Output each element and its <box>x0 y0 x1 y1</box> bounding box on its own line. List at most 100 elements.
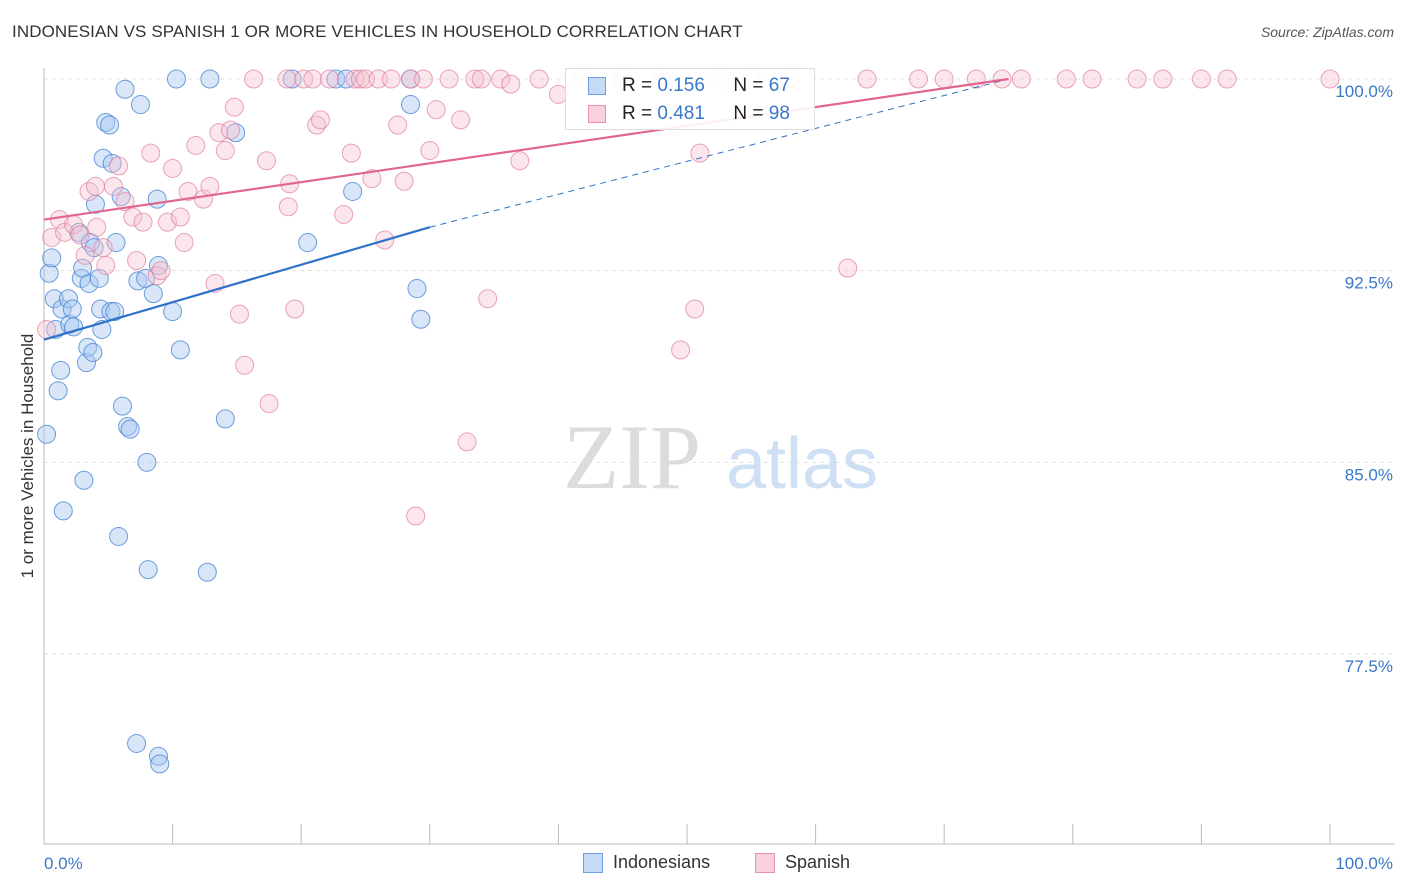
data-point-spanish <box>133 212 153 232</box>
legend-swatch-pink <box>588 105 606 123</box>
data-point-spanish <box>529 69 549 89</box>
trend-line-spanish <box>43 77 1009 221</box>
data-point-spanish <box>362 169 382 189</box>
data-point-spanish <box>141 143 161 163</box>
trend-line-indonesians <box>43 226 431 341</box>
data-point-spanish <box>908 69 928 89</box>
data-point-spanish <box>147 266 167 286</box>
data-point-spanish <box>685 299 705 319</box>
data-point-indonesians <box>150 754 170 774</box>
data-point-spanish <box>1127 69 1147 89</box>
x-tick-label: 0.0% <box>44 854 83 873</box>
data-point-spanish <box>420 141 440 161</box>
data-point-indonesians <box>128 271 148 291</box>
data-point-indonesians <box>215 409 235 429</box>
data-point-indonesians <box>137 452 157 472</box>
data-point-spanish <box>259 394 279 414</box>
data-point-spanish <box>278 197 298 217</box>
data-point-spanish <box>220 120 240 140</box>
tick-labels: 77.5% 85.0% 92.5% 100.0% 0.0% 100.0% <box>44 82 1393 873</box>
watermark: ZIP atlas <box>563 406 878 508</box>
data-point-spanish <box>109 156 129 176</box>
data-point-indonesians <box>197 562 217 582</box>
data-point-indonesians <box>93 148 113 168</box>
x-tick-label: 100.0% <box>1335 854 1393 873</box>
data-point-spanish <box>334 204 354 224</box>
legend-swatch-blue <box>588 77 606 95</box>
data-point-spanish <box>388 115 408 135</box>
data-point-spanish <box>1153 69 1173 89</box>
data-point-spanish <box>426 100 446 120</box>
data-point-spanish <box>170 207 190 227</box>
data-point-spanish <box>37 319 57 339</box>
data-point-indonesians <box>100 115 120 135</box>
data-point-spanish <box>151 261 171 281</box>
data-point-indonesians <box>148 256 168 276</box>
data-point-spanish <box>200 176 220 196</box>
data-point-spanish <box>303 69 323 89</box>
bottom-legend-label: Spanish <box>785 852 851 872</box>
data-point-indonesians <box>130 95 150 115</box>
data-point-spanish <box>501 74 521 94</box>
data-point-indonesians <box>51 360 71 380</box>
data-point-spanish <box>406 506 426 526</box>
bottom-legend-label: Indonesians <box>613 852 711 872</box>
data-point-spanish <box>79 181 99 201</box>
data-point-indonesians <box>48 381 68 401</box>
data-point-spanish <box>229 304 249 324</box>
data-point-spanish <box>256 151 276 171</box>
data-point-indonesians <box>39 263 59 283</box>
y-tick-label: 85.0% <box>1345 465 1393 484</box>
data-point-spanish <box>381 69 401 89</box>
data-point-spanish <box>1056 69 1076 89</box>
data-point-indonesians <box>109 526 129 546</box>
data-point-indonesians <box>106 233 126 253</box>
data-point-spanish <box>471 69 491 89</box>
data-point-indonesians <box>147 189 167 209</box>
data-point-spanish <box>244 69 264 89</box>
data-point-indonesians <box>58 289 78 309</box>
bottom-legend-spanish: Spanish <box>755 852 850 873</box>
data-point-indonesians <box>166 69 186 89</box>
data-point-spanish <box>1320 69 1340 89</box>
data-point-spanish <box>307 115 327 135</box>
data-point-indonesians <box>163 302 183 322</box>
data-point-spanish <box>75 245 95 265</box>
data-point-indonesians <box>411 309 431 329</box>
data-point-indonesians <box>42 248 62 268</box>
data-point-spanish <box>85 176 105 196</box>
data-point-indonesians <box>148 746 168 766</box>
data-point-spanish <box>857 69 877 89</box>
data-point-spanish <box>465 69 485 89</box>
data-point-indonesians <box>143 284 163 304</box>
data-point-spanish <box>215 141 235 161</box>
legend-n-value: 67 <box>768 75 790 96</box>
legend-r-value: 0.156 <box>657 75 705 96</box>
data-point-indonesians <box>74 470 94 490</box>
data-point-indonesians <box>326 69 346 89</box>
data-point-spanish <box>209 123 229 143</box>
data-point-indonesians <box>401 95 421 115</box>
data-point-spanish <box>413 69 433 89</box>
data-point-indonesians <box>282 69 302 89</box>
data-point-spanish <box>478 289 498 309</box>
data-point-indonesians <box>76 353 96 373</box>
watermark-zip: ZIP <box>563 406 701 508</box>
data-point-spanish <box>127 250 147 270</box>
data-point-indonesians <box>79 273 99 293</box>
y-axis-label: 1 or more Vehicles in Household <box>18 333 37 579</box>
data-point-spanish <box>341 143 361 163</box>
bottom-legend-indonesians: Indonesians <box>583 852 710 873</box>
axes <box>43 68 1395 845</box>
data-point-spanish <box>1191 69 1211 89</box>
data-point-spanish <box>1082 69 1102 89</box>
chart-title: INDONESIAN VS SPANISH 1 OR MORE VEHICLES… <box>12 22 743 41</box>
data-point-indonesians <box>111 187 131 207</box>
data-point-indonesians <box>105 302 125 322</box>
data-point-spanish <box>345 69 365 89</box>
data-point-indonesians <box>115 79 135 99</box>
data-point-indonesians <box>78 337 98 357</box>
data-point-indonesians <box>343 181 363 201</box>
data-point-indonesians <box>138 560 158 580</box>
data-point-spanish <box>510 151 530 171</box>
